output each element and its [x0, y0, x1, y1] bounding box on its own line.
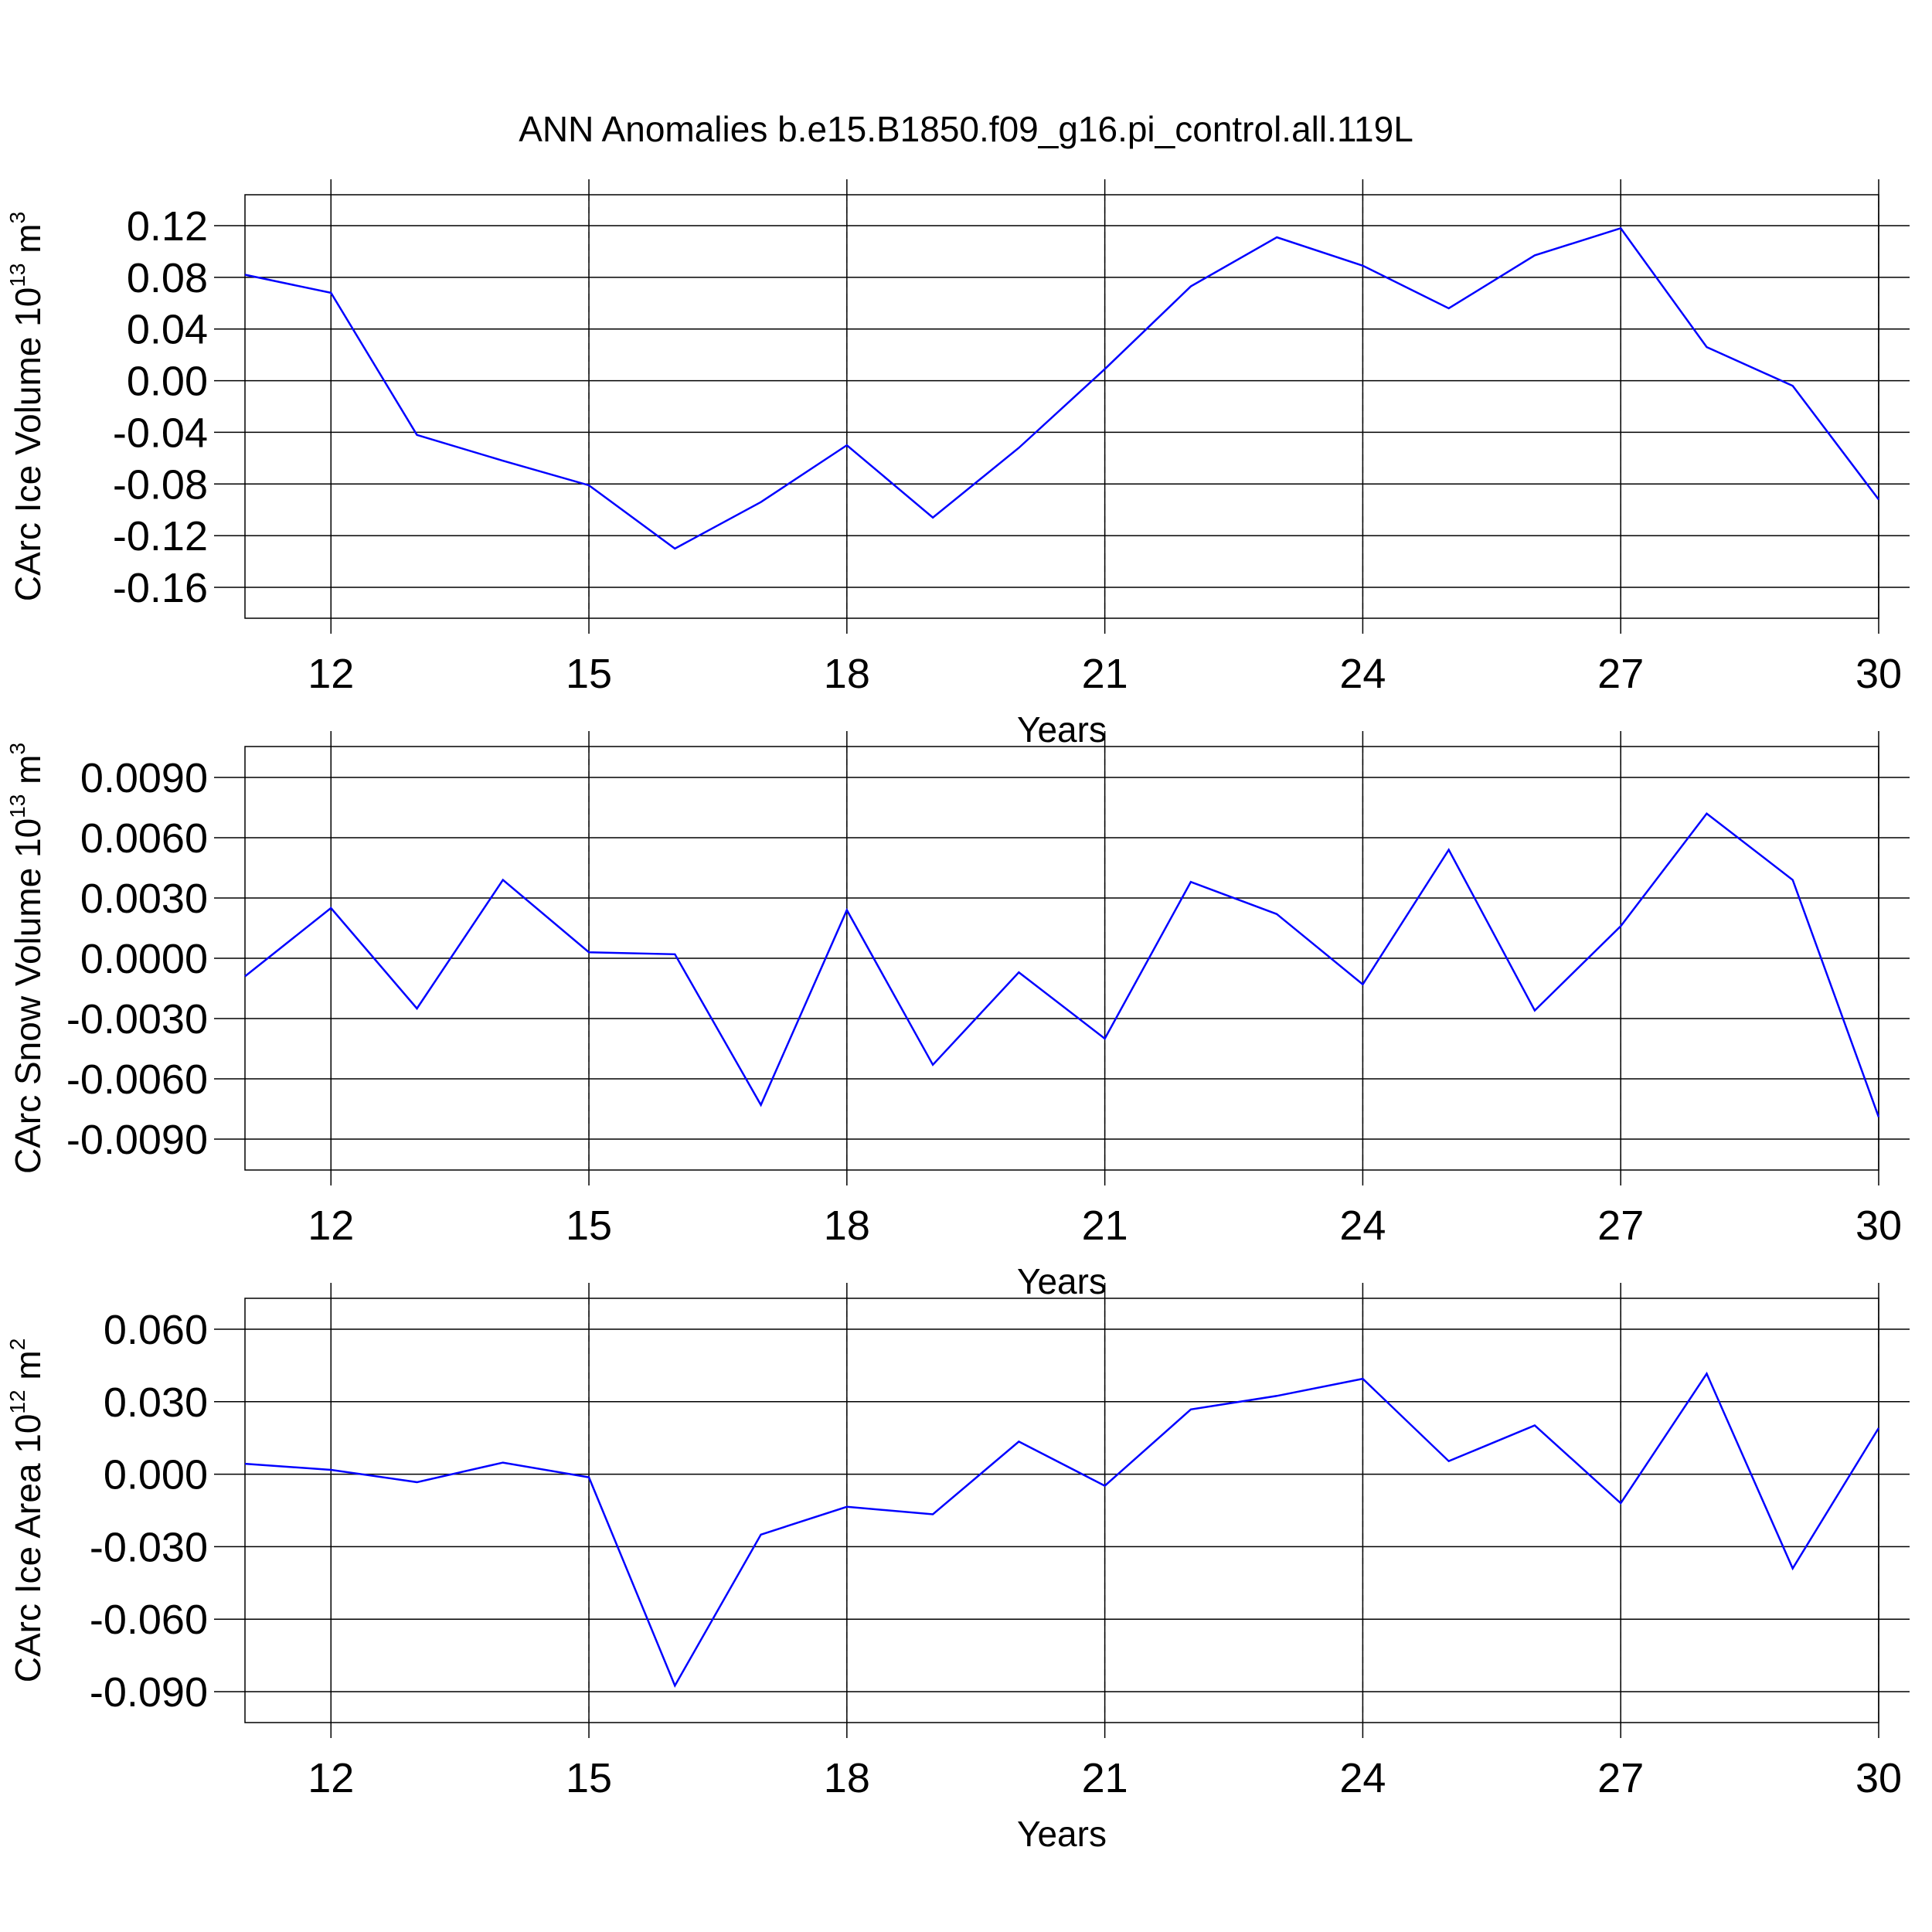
x-tick-label: 21 [1082, 651, 1128, 697]
x-tick-label: 30 [1855, 651, 1902, 697]
x-tick-label: 24 [1339, 651, 1386, 697]
x-tick-label: 12 [308, 651, 354, 697]
x-tick-label: 30 [1855, 1202, 1902, 1249]
y-axis-label-part: 12 [5, 1389, 29, 1413]
x-tick-label: 24 [1339, 1202, 1386, 1249]
y-tick-label: 0.08 [127, 255, 208, 301]
x-tick-label: 15 [566, 651, 612, 697]
y-tick-label: 0.0060 [80, 815, 208, 862]
x-tick-label: 12 [308, 1202, 354, 1249]
data-line [244, 226, 1879, 550]
y-axis-label-part: 3 [5, 743, 29, 755]
y-axis-label-part: m [8, 223, 48, 263]
y-axis-label: CArc Ice Area 1012 m2 [5, 1338, 48, 1683]
x-tick-label: 21 [1082, 1202, 1128, 1249]
y-axis-label-part: 13 [5, 264, 29, 287]
y-axis-label-part: 2 [5, 1338, 29, 1351]
y-tick-label: -0.08 [113, 461, 208, 508]
x-tick-label: 27 [1597, 651, 1644, 697]
x-tick-label: 15 [566, 1202, 612, 1249]
y-axis-label: CArc Ice Volume 1013 m3 [5, 212, 48, 601]
y-tick-label: 0.000 [104, 1452, 208, 1498]
x-tick-label: 24 [1339, 1755, 1386, 1801]
y-axis-label-part: CArc Snow Volume 10 [8, 818, 48, 1174]
y-tick-label: -0.030 [90, 1524, 208, 1570]
plot-frame [244, 194, 1879, 619]
y-tick-label: 0.04 [127, 307, 208, 353]
x-tick-label: 18 [824, 1755, 870, 1801]
y-axis-label-part: 13 [5, 794, 29, 818]
x-axis-label: Years [1017, 1814, 1107, 1854]
y-tick-label: -0.16 [113, 565, 208, 611]
plot-frame [244, 1298, 1879, 1723]
x-tick-label: 18 [824, 1202, 870, 1249]
chart-title: ANN Anomalies b.e15.B1850.f09_g16.pi_con… [519, 109, 1413, 149]
y-axis-label-part: CArc Ice Area 10 [8, 1414, 48, 1683]
y-axis-label-part: m [8, 1350, 48, 1389]
y-axis-label-part: CArc Ice Volume 10 [8, 287, 48, 602]
x-tick-label: 21 [1082, 1755, 1128, 1801]
y-tick-label: -0.12 [113, 513, 208, 560]
y-tick-label: -0.0030 [66, 996, 208, 1043]
x-tick-label: 30 [1855, 1755, 1902, 1801]
y-axis-label: CArc Snow Volume 1013 m3 [5, 743, 48, 1174]
y-tick-label: -0.060 [90, 1597, 208, 1643]
y-tick-label: -0.090 [90, 1669, 208, 1716]
y-tick-label: 0.00 [127, 359, 208, 405]
y-tick-label: 0.0030 [80, 876, 208, 922]
y-tick-label: 0.0090 [80, 755, 208, 801]
x-tick-label: 18 [824, 651, 870, 697]
x-axis-label: Years [1017, 1261, 1107, 1301]
y-tick-label: 0.0000 [80, 936, 208, 982]
y-tick-label: 0.12 [127, 203, 208, 250]
x-axis-label: Years [1017, 709, 1107, 750]
y-axis-label-part: m [8, 755, 48, 794]
x-tick-label: 15 [566, 1755, 612, 1801]
data-line [244, 812, 1880, 1117]
x-tick-label: 27 [1597, 1202, 1644, 1249]
data-line [244, 1371, 1880, 1689]
y-tick-label: 0.060 [104, 1307, 208, 1353]
y-tick-label: 0.030 [104, 1379, 208, 1426]
x-tick-label: 27 [1597, 1755, 1644, 1801]
y-tick-label: -0.0060 [66, 1056, 208, 1103]
y-tick-label: -0.04 [113, 410, 208, 456]
x-tick-label: 12 [308, 1755, 354, 1801]
y-axis-label-part: 3 [5, 212, 29, 224]
y-tick-label: -0.0090 [66, 1117, 208, 1163]
